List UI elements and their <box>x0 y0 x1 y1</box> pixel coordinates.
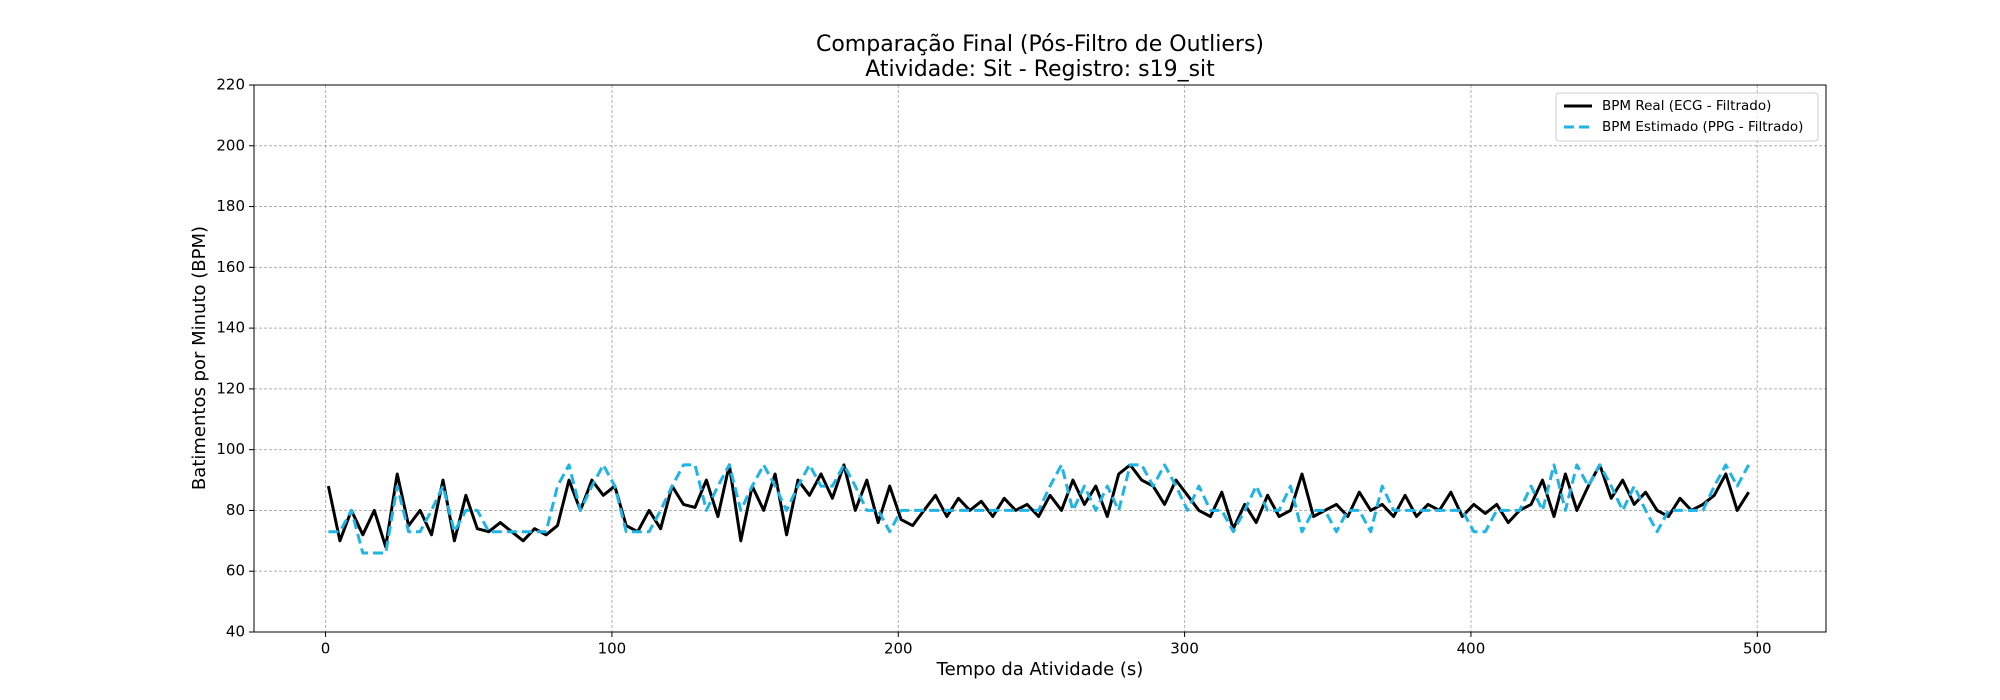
legend-box <box>1555 92 1819 142</box>
y-tick-label: 80 <box>226 501 245 519</box>
y-tick-label: 200 <box>216 136 245 154</box>
y-tick-label: 140 <box>216 319 245 337</box>
y-tick-label: 160 <box>216 258 245 276</box>
x-tick-label: 300 <box>1170 640 1199 658</box>
x-axis-label: Tempo da Atividade (s) <box>936 659 1144 680</box>
y-tick-label: 40 <box>226 623 245 641</box>
x-tick-label: 500 <box>1743 640 1772 658</box>
y-tick-label: 60 <box>226 562 245 580</box>
legend-label: BPM Estimado (PPG - Filtrado) <box>1602 119 1803 135</box>
x-tick-label: 400 <box>1457 640 1486 658</box>
legend-label: BPM Real (ECG - Filtrado) <box>1602 98 1771 114</box>
y-axis-label: Batimentos por Minuto (BPM) <box>189 226 210 490</box>
x-tick-label: 0 <box>321 640 331 658</box>
y-tick-label: 220 <box>216 76 245 94</box>
plot-frame <box>253 84 1827 633</box>
series-line <box>326 463 1750 549</box>
y-tick-label: 100 <box>216 440 245 458</box>
y-tick-label: 180 <box>216 197 245 215</box>
chart-title: Comparação Final (Pós-Filtro de Outliers… <box>816 32 1264 57</box>
chart-subtitle: Atividade: Sit - Registro: s19_sit <box>865 57 1215 82</box>
series-line <box>328 463 1751 555</box>
legend: BPM Real (ECG - Filtrado) BPM Estimado (P… <box>1555 92 1819 142</box>
x-tick-label: 200 <box>884 640 913 658</box>
y-tick-label: 120 <box>216 379 245 397</box>
x-tick-label: 100 <box>598 640 627 658</box>
